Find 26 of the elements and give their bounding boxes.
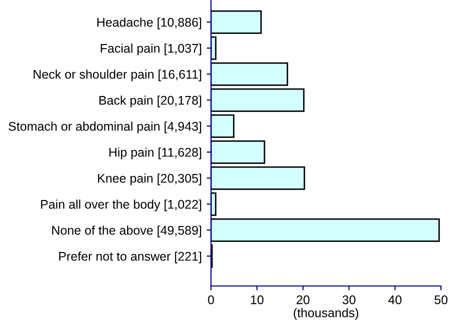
y-tick-label: Back pain [20,178] [99,96,202,108]
y-tick-label: Pain all over the body [1,022] [41,200,202,212]
y-tick-label: Neck or shoulder pain [16,611] [34,70,202,82]
bar [211,192,216,216]
bar [211,10,262,34]
bar [211,114,234,138]
bar [211,88,305,112]
x-tick-label: 30 [342,295,356,304]
y-tick-label: Stomach or abdominal pain [4,943] [8,122,202,134]
y-tick-label: Facial pain [1,037] [100,44,202,56]
x-tick-label: 10 [251,295,264,304]
x-axis-title: (thousands) [294,308,358,320]
x-tick-label: 40 [388,295,402,304]
bar [211,218,440,242]
y-tick-label: Knee pain [20,305] [98,174,202,186]
bar [211,140,266,164]
y-tick-label: Prefer not to answer [221] [59,252,202,264]
x-tick-label: 50 [434,295,448,304]
y-tick-label: Hip pain [11,628] [109,148,202,160]
y-tick-label: None of the above [49,589] [52,226,202,238]
x-tick-label: 0 [208,295,214,304]
bar [211,166,306,190]
x-tick-label: 20 [296,295,310,304]
bar [211,62,288,86]
y-tick-label: Headache [10,886] [97,18,202,30]
bar [211,36,216,60]
